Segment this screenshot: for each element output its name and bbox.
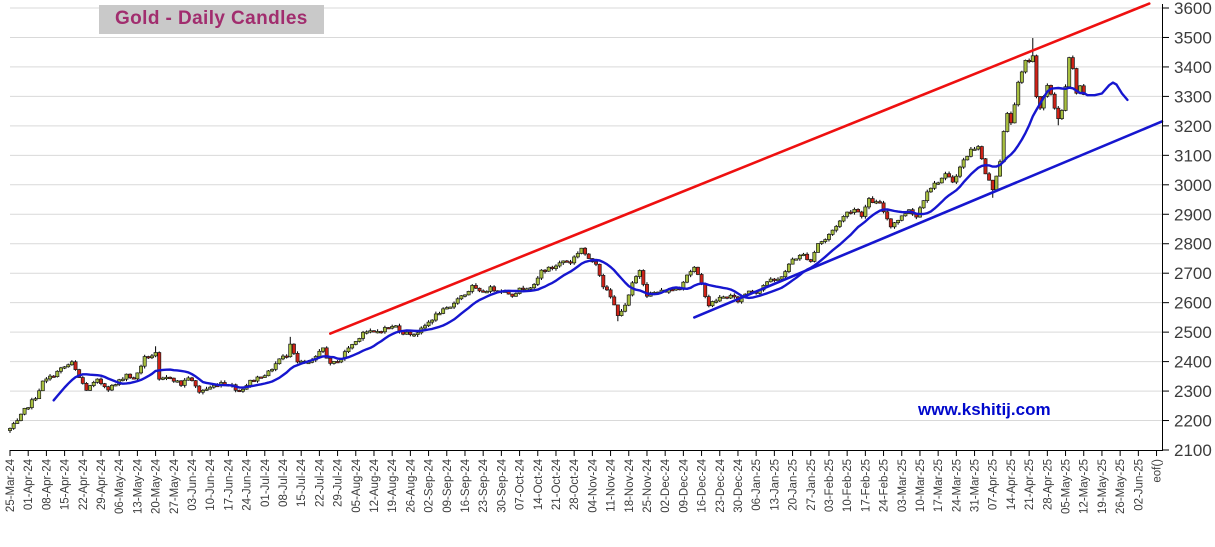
svg-text:29-Apr-24: 29-Apr-24 xyxy=(96,458,108,510)
svg-text:10-Jun-24: 10-Jun-24 xyxy=(205,458,217,510)
watermark-text: www.kshitij.com xyxy=(918,400,1051,419)
svg-text:20-Jan-25: 20-Jan-25 xyxy=(788,459,800,511)
svg-text:24-Feb-25: 24-Feb-25 xyxy=(879,459,891,512)
svg-text:27-Jan-25: 27-Jan-25 xyxy=(806,459,818,511)
svg-text:29-Jul-24: 29-Jul-24 xyxy=(333,458,345,507)
svg-text:02-Sep-24: 02-Sep-24 xyxy=(424,458,436,512)
svg-text:23-Dec-24: 23-Dec-24 xyxy=(715,458,727,512)
svg-text:26-May-25: 26-May-25 xyxy=(1115,459,1127,514)
svg-text:3100: 3100 xyxy=(1174,146,1212,165)
svg-text:25-Nov-24: 25-Nov-24 xyxy=(642,458,654,512)
svg-text:2100: 2100 xyxy=(1174,441,1212,460)
svg-text:02-Dec-24: 02-Dec-24 xyxy=(660,458,672,512)
svg-text:2900: 2900 xyxy=(1174,205,1212,224)
svg-text:08-Jul-24: 08-Jul-24 xyxy=(278,458,290,507)
svg-text:03-Mar-25: 03-Mar-25 xyxy=(897,459,909,512)
candles-group xyxy=(8,38,1086,433)
svg-text:04-Nov-24: 04-Nov-24 xyxy=(587,458,599,512)
svg-text:19-May-25: 19-May-25 xyxy=(1097,459,1109,514)
svg-text:16-Sep-24: 16-Sep-24 xyxy=(460,458,472,512)
svg-text:2200: 2200 xyxy=(1174,412,1212,431)
chart-title: Gold - Daily Candles xyxy=(99,5,324,34)
svg-text:06-Jan-25: 06-Jan-25 xyxy=(751,459,763,511)
svg-text:2500: 2500 xyxy=(1174,323,1212,342)
svg-text:22-Jul-24: 22-Jul-24 xyxy=(314,458,326,507)
trendline-resistance xyxy=(329,2,1151,335)
svg-text:01-Jul-24: 01-Jul-24 xyxy=(260,458,272,507)
svg-text:10-Feb-25: 10-Feb-25 xyxy=(842,459,854,512)
svg-text:14-Oct-24: 14-Oct-24 xyxy=(533,458,545,510)
svg-text:07-Apr-25: 07-Apr-25 xyxy=(988,459,1000,510)
svg-text:11-Nov-24: 11-Nov-24 xyxy=(606,458,618,511)
svg-text:2800: 2800 xyxy=(1174,235,1212,254)
moving-average-line xyxy=(52,81,1129,402)
svg-text:3000: 3000 xyxy=(1174,176,1212,195)
svg-text:26-Aug-24: 26-Aug-24 xyxy=(405,458,417,512)
svg-text:2700: 2700 xyxy=(1174,264,1212,283)
svg-text:24-Jun-24: 24-Jun-24 xyxy=(242,458,254,510)
svg-text:3200: 3200 xyxy=(1174,117,1212,136)
svg-text:17-Jun-24: 17-Jun-24 xyxy=(223,458,235,510)
svg-text:23-Sep-24: 23-Sep-24 xyxy=(478,458,490,512)
svg-text:15-Jul-24: 15-Jul-24 xyxy=(296,458,308,507)
svg-text:3400: 3400 xyxy=(1174,58,1212,77)
gridlines xyxy=(10,7,1162,422)
svg-text:15-Apr-24: 15-Apr-24 xyxy=(60,458,72,510)
svg-text:03-Jun-24: 03-Jun-24 xyxy=(187,458,199,510)
svg-text:06-May-24: 06-May-24 xyxy=(114,458,126,514)
svg-text:3500: 3500 xyxy=(1174,28,1212,47)
svg-text:12-May-25: 12-May-25 xyxy=(1079,459,1091,514)
svg-text:03-Feb-25: 03-Feb-25 xyxy=(824,459,836,512)
svg-text:3300: 3300 xyxy=(1174,87,1212,106)
axes xyxy=(10,4,1163,451)
svg-text:09-Dec-24: 09-Dec-24 xyxy=(678,458,690,512)
svg-text:17-Feb-25: 17-Feb-25 xyxy=(860,459,872,512)
svg-text:13-Jan-25: 13-Jan-25 xyxy=(769,459,781,511)
y-axis-labels: 3600 3500 3400 3300 3200 3100 3000 2900 2800 2700… xyxy=(1162,0,1212,460)
svg-text:20-May-24: 20-May-24 xyxy=(151,458,163,514)
svg-text:28-Oct-24: 28-Oct-24 xyxy=(569,458,581,510)
svg-text:27-May-24: 27-May-24 xyxy=(169,458,181,514)
svg-text:3600: 3600 xyxy=(1174,0,1212,18)
svg-text:09-Sep-24: 09-Sep-24 xyxy=(442,458,454,512)
svg-text:25-Mar-24: 25-Mar-24 xyxy=(5,458,17,512)
svg-text:07-Oct-24: 07-Oct-24 xyxy=(515,458,527,510)
svg-text:24-Mar-25: 24-Mar-25 xyxy=(951,459,963,512)
svg-text:14-Apr-25: 14-Apr-25 xyxy=(1006,459,1018,510)
svg-text:05-May-25: 05-May-25 xyxy=(1061,459,1073,514)
svg-text:2600: 2600 xyxy=(1174,294,1212,313)
svg-text:13-May-24: 13-May-24 xyxy=(132,458,144,514)
svg-text:eof(): eof() xyxy=(1152,459,1164,483)
svg-text:31-Mar-25: 31-Mar-25 xyxy=(970,459,982,512)
svg-text:30-Dec-24: 30-Dec-24 xyxy=(733,458,745,512)
x-axis-labels: 25-Mar-24 01-Apr-24 08-Apr-24 15-Apr-24 22-A… xyxy=(5,450,1164,514)
svg-text:19-Aug-24: 19-Aug-24 xyxy=(387,458,399,512)
svg-text:2300: 2300 xyxy=(1174,382,1212,401)
svg-text:05-Aug-24: 05-Aug-24 xyxy=(351,458,363,512)
svg-text:10-Mar-25: 10-Mar-25 xyxy=(915,459,927,512)
svg-text:28-Apr-25: 28-Apr-25 xyxy=(1042,459,1054,510)
svg-text:16-Dec-24: 16-Dec-24 xyxy=(697,458,709,512)
svg-text:22-Apr-24: 22-Apr-24 xyxy=(78,458,90,510)
svg-text:30-Sep-24: 30-Sep-24 xyxy=(496,458,508,512)
svg-text:08-Apr-24: 08-Apr-24 xyxy=(41,458,53,510)
svg-text:21-Oct-24: 21-Oct-24 xyxy=(551,458,563,510)
svg-text:2400: 2400 xyxy=(1174,353,1212,372)
svg-text:17-Mar-25: 17-Mar-25 xyxy=(933,459,945,512)
svg-text:18-Nov-24: 18-Nov-24 xyxy=(624,458,636,512)
trendline-support xyxy=(692,120,1164,319)
svg-text:21-Apr-25: 21-Apr-25 xyxy=(1024,459,1036,510)
svg-text:02-Jun-25: 02-Jun-25 xyxy=(1133,459,1145,511)
svg-text:01-Apr-24: 01-Apr-24 xyxy=(23,458,35,510)
svg-text:12-Aug-24: 12-Aug-24 xyxy=(369,458,381,512)
